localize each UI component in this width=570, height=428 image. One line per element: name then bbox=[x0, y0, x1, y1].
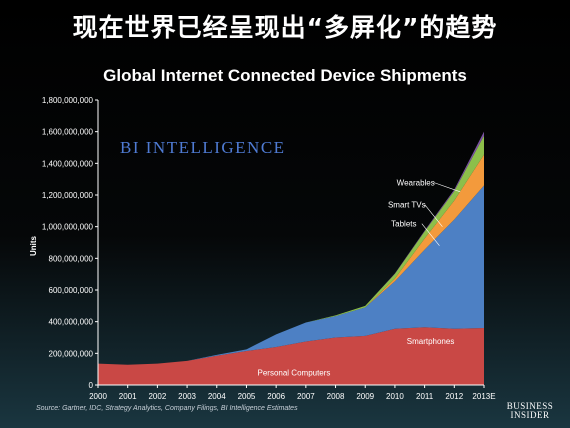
y-tick-label: 400,000,000 bbox=[49, 318, 94, 327]
y-tick-label: 1,000,000,000 bbox=[42, 223, 94, 232]
stacked-areas bbox=[98, 131, 484, 385]
leader-line-smart-tvs bbox=[424, 204, 443, 227]
x-tick-label: 2010 bbox=[386, 392, 404, 401]
x-tick-label: 2009 bbox=[356, 392, 374, 401]
x-tick-label: 2008 bbox=[327, 392, 345, 401]
x-tick-label: 2001 bbox=[119, 392, 137, 401]
leader-line-wearables bbox=[433, 182, 461, 193]
x-tick-label: 2000 bbox=[89, 392, 107, 401]
area-smartphones bbox=[98, 185, 484, 365]
x-tick-label: 2003 bbox=[178, 392, 196, 401]
series-label-personal-computers: Personal Computers bbox=[258, 369, 331, 378]
x-tick-label: 2002 bbox=[148, 392, 166, 401]
chart-title: Global Internet Connected Device Shipmen… bbox=[103, 66, 467, 85]
series-labels: Personal Computers Smartphones Tablets Smar… bbox=[258, 179, 461, 378]
series-label-tablets: Tablets bbox=[391, 220, 416, 229]
y-tick-label: 0 bbox=[89, 381, 94, 390]
headline: 现在世界已经呈现出“多屏化”的趋势 bbox=[72, 13, 498, 42]
y-tick-label: 1,200,000,000 bbox=[42, 191, 94, 200]
business-insider-logo: BUSINESS INSIDER bbox=[498, 402, 562, 420]
series-label-wearables: Wearables bbox=[397, 179, 435, 188]
y-axis-label: Units bbox=[29, 235, 38, 256]
x-tick-label: 2007 bbox=[297, 392, 315, 401]
x-tick-label: 2006 bbox=[267, 392, 285, 401]
y-tick-label: 1,800,000,000 bbox=[42, 96, 94, 105]
source-note: Source: Gartner, IDC, Strategy Analytics… bbox=[36, 405, 298, 412]
x-tick-label: 2013E bbox=[472, 392, 495, 401]
y-tick-label: 800,000,000 bbox=[49, 254, 94, 263]
logo-line2: INSIDER bbox=[510, 410, 550, 420]
x-tick-label: 2011 bbox=[416, 392, 434, 401]
x-tick-label: 2012 bbox=[445, 392, 463, 401]
series-label-smartphones: Smartphones bbox=[407, 337, 455, 346]
area-personal-computers bbox=[98, 327, 484, 385]
y-tick-label: 1,600,000,000 bbox=[42, 128, 94, 137]
logo-line1: BUSINESS bbox=[506, 401, 554, 411]
series-label-smart-tvs: Smart TVs bbox=[388, 201, 426, 210]
y-tick-label: 200,000,000 bbox=[49, 349, 94, 358]
axes: 0 200,000,000 400,000,000 600,000,000 800,00… bbox=[42, 96, 496, 401]
leader-line-tablets bbox=[421, 223, 440, 246]
y-tick-label: 600,000,000 bbox=[49, 286, 94, 295]
bi-intelligence-watermark: BI INTELLIGENCE bbox=[120, 138, 286, 157]
x-tick-label: 2005 bbox=[238, 392, 256, 401]
x-tick-label: 2004 bbox=[208, 392, 226, 401]
y-tick-label: 1,400,000,000 bbox=[42, 159, 94, 168]
